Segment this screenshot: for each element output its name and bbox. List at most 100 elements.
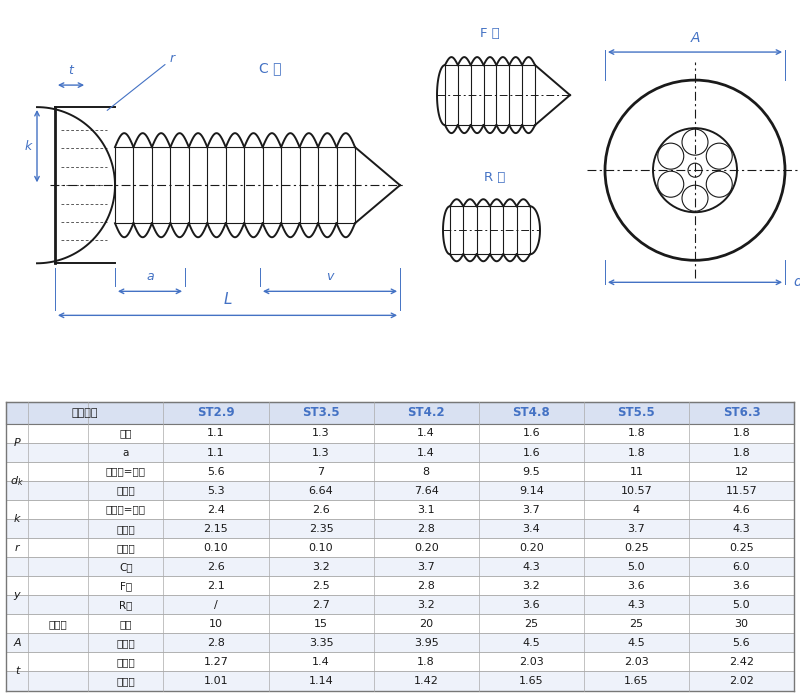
Text: 2.03: 2.03	[519, 657, 544, 667]
Text: 2.15: 2.15	[203, 524, 228, 534]
Text: P: P	[14, 438, 21, 448]
Bar	[6, 671, 794, 690]
Text: 最小值: 最小值	[117, 524, 135, 534]
Text: 4.5: 4.5	[522, 638, 540, 648]
Text: 1.65: 1.65	[624, 676, 649, 686]
Text: ST3.5: ST3.5	[302, 406, 340, 419]
Text: t: t	[69, 64, 74, 77]
Text: 2.7: 2.7	[312, 600, 330, 610]
Text: A: A	[690, 31, 700, 45]
Text: 1.1: 1.1	[207, 447, 225, 457]
Text: 5.3: 5.3	[207, 486, 225, 496]
Text: t: t	[15, 667, 19, 676]
Text: 1.27: 1.27	[203, 657, 228, 667]
Text: ST2.9: ST2.9	[197, 406, 234, 419]
Text: 2.4: 2.4	[207, 505, 225, 514]
Text: 4: 4	[633, 505, 640, 514]
Text: 参考值: 参考值	[49, 619, 67, 629]
Text: 1.8: 1.8	[627, 447, 646, 457]
Text: 1.8: 1.8	[733, 429, 750, 438]
Text: 最小值: 最小值	[117, 676, 135, 686]
Text: 3.7: 3.7	[522, 505, 540, 514]
Text: 3.95: 3.95	[414, 638, 438, 648]
Text: F 型: F 型	[480, 27, 500, 40]
Text: 0.25: 0.25	[624, 543, 649, 553]
Text: ST5.5: ST5.5	[618, 406, 655, 419]
Bar	[6, 481, 794, 500]
Text: 2.42: 2.42	[729, 657, 754, 667]
Text: 1.8: 1.8	[418, 657, 435, 667]
Text: 最大值=公称: 最大值=公称	[106, 505, 146, 514]
Text: 2.02: 2.02	[729, 676, 754, 686]
Text: v: v	[326, 270, 334, 283]
Text: y: y	[14, 591, 20, 600]
Text: 2.1: 2.1	[207, 581, 225, 591]
Text: 11.57: 11.57	[726, 486, 758, 496]
Text: 3.35: 3.35	[309, 638, 334, 648]
Text: 5.0: 5.0	[733, 600, 750, 610]
Text: 1.65: 1.65	[519, 676, 543, 686]
Text: ST4.8: ST4.8	[512, 406, 550, 419]
Bar	[6, 614, 794, 633]
Text: 10.57: 10.57	[621, 486, 652, 496]
Text: 30: 30	[734, 619, 749, 629]
Text: ST4.2: ST4.2	[407, 406, 445, 419]
Text: 11: 11	[630, 466, 643, 477]
Text: 2.8: 2.8	[207, 638, 225, 648]
Text: 1.1: 1.1	[207, 429, 225, 438]
Text: 9.5: 9.5	[522, 466, 540, 477]
Text: 7.64: 7.64	[414, 486, 438, 496]
Text: 最大值=公称: 最大值=公称	[106, 466, 146, 477]
Text: 1.8: 1.8	[733, 447, 750, 457]
Bar	[6, 443, 794, 462]
Text: 最大值: 最大值	[117, 657, 135, 667]
Text: $d_k$: $d_k$	[793, 274, 800, 291]
Text: 1.3: 1.3	[312, 447, 330, 457]
Text: 0.10: 0.10	[309, 543, 334, 553]
Text: 0.20: 0.20	[519, 543, 544, 553]
Text: C型: C型	[119, 562, 133, 572]
Text: r: r	[107, 52, 175, 110]
Text: 1.4: 1.4	[418, 429, 435, 438]
Text: 3.7: 3.7	[418, 562, 435, 572]
Text: 3.4: 3.4	[522, 524, 540, 534]
Text: 5.6: 5.6	[733, 638, 750, 648]
Text: 25: 25	[630, 619, 643, 629]
Text: 3.6: 3.6	[522, 600, 540, 610]
Text: 0.20: 0.20	[414, 543, 438, 553]
Text: 参考值: 参考值	[117, 638, 135, 648]
Bar	[6, 424, 794, 443]
Text: k: k	[14, 514, 20, 524]
Text: 2.8: 2.8	[418, 581, 435, 591]
Bar	[6, 557, 794, 577]
Text: R 型: R 型	[484, 171, 506, 184]
Text: R型: R型	[119, 600, 133, 610]
Text: 0.25: 0.25	[729, 543, 754, 553]
Text: 3.2: 3.2	[418, 600, 435, 610]
Text: 7: 7	[318, 466, 325, 477]
Text: 1.01: 1.01	[204, 676, 228, 686]
Bar	[6, 633, 794, 653]
Text: 15: 15	[314, 619, 328, 629]
Text: 6.64: 6.64	[309, 486, 334, 496]
Text: a: a	[122, 447, 129, 457]
Text: $d_k$: $d_k$	[10, 474, 24, 488]
Text: 槽号: 槽号	[119, 619, 132, 629]
Text: r: r	[14, 543, 19, 553]
Text: 最小值: 最小值	[117, 486, 135, 496]
Bar	[6, 519, 794, 538]
Text: 5.6: 5.6	[207, 466, 225, 477]
Text: 3.1: 3.1	[418, 505, 435, 514]
Text: 2.6: 2.6	[312, 505, 330, 514]
Text: 5.0: 5.0	[627, 562, 645, 572]
Text: 2.35: 2.35	[309, 524, 334, 534]
Text: ST6.3: ST6.3	[722, 406, 760, 419]
Text: 最小值: 最小值	[117, 543, 135, 553]
Text: 4.5: 4.5	[627, 638, 646, 648]
Bar	[6, 538, 794, 557]
Text: 1.4: 1.4	[418, 447, 435, 457]
Bar	[6, 577, 794, 595]
Text: k: k	[25, 140, 32, 153]
Text: 1.4: 1.4	[312, 657, 330, 667]
Text: /: /	[214, 600, 218, 610]
